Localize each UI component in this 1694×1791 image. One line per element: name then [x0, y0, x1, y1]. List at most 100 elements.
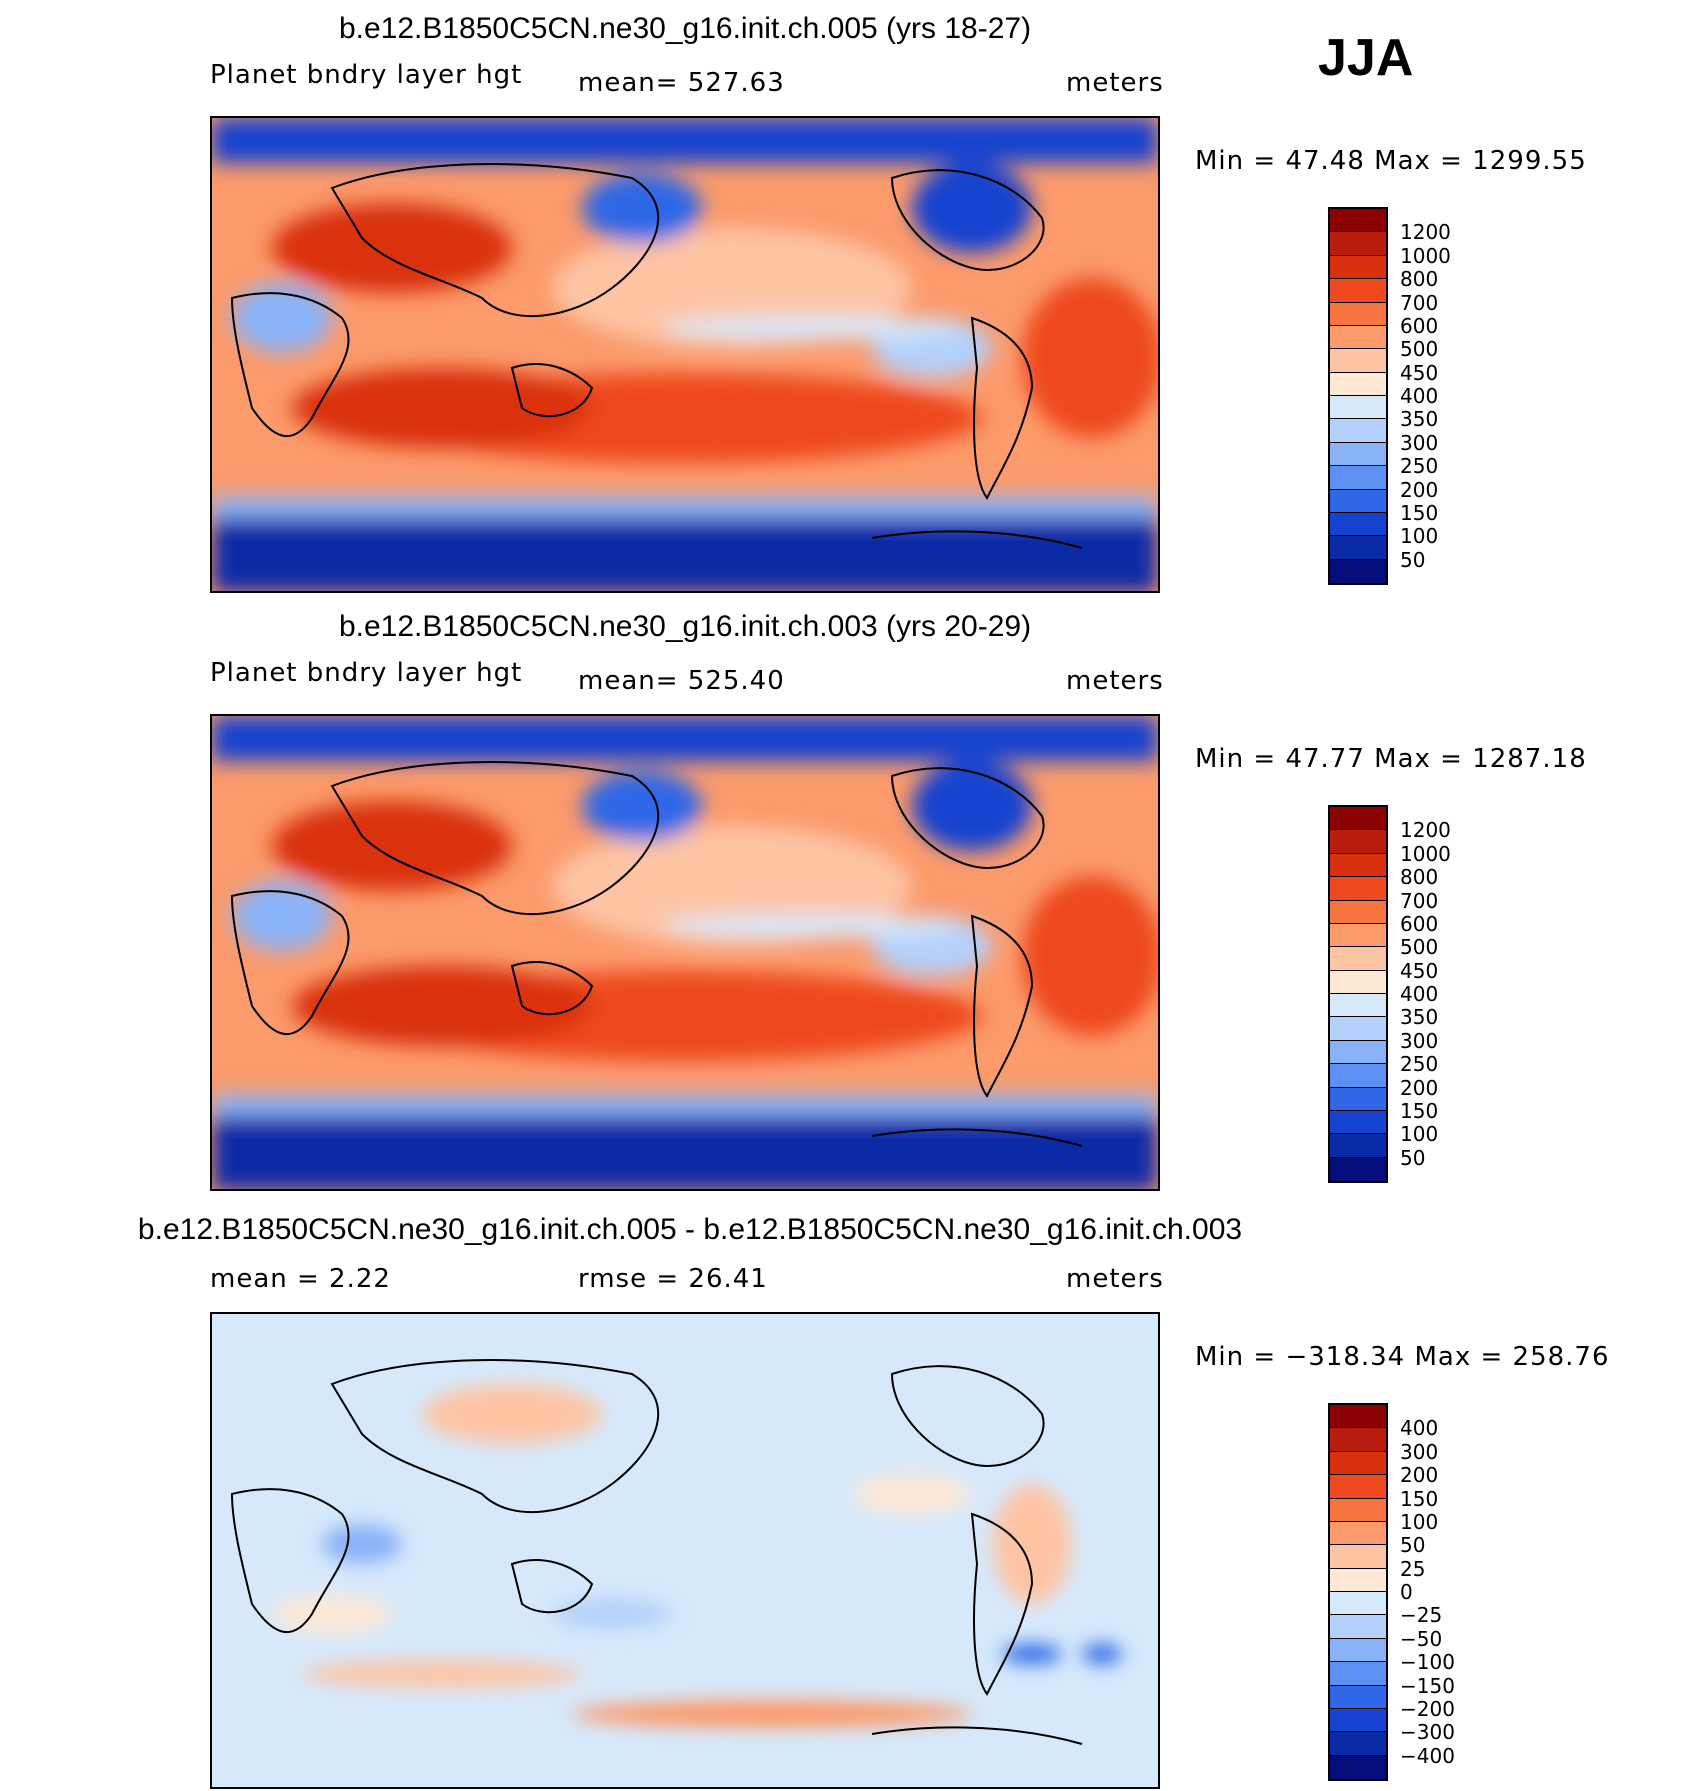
map-svg — [212, 1314, 1158, 1787]
colorbar-swatch — [1330, 232, 1386, 256]
colorbar-swatch — [1330, 442, 1386, 467]
map-plot — [210, 116, 1160, 593]
map-svg — [212, 118, 1158, 591]
colorbar — [1328, 805, 1388, 1183]
colorbar-tick-label: 50 — [1400, 547, 1426, 572]
colorbar-tick-label: 100 — [1400, 524, 1439, 549]
colorbar-swatch — [1330, 512, 1386, 537]
colorbar-tick-label: 600 — [1400, 911, 1439, 936]
colorbar-swatch — [1330, 994, 1386, 1018]
colorbar-swatch — [1330, 807, 1386, 831]
mean-label: mean= 527.63 — [578, 68, 785, 98]
colorbar-tick-label: 400 — [1400, 982, 1439, 1006]
colorbar-tick-label: 1200 — [1400, 818, 1451, 843]
colorbar-tick-label: −50 — [1400, 1626, 1443, 1651]
colorbar-tick-label: 400 — [1400, 1416, 1439, 1441]
colorbar-swatch — [1330, 419, 1386, 443]
field-shading — [212, 716, 1158, 1189]
colorbar-swatch — [1330, 372, 1386, 396]
colorbar-tick-label: 700 — [1400, 290, 1439, 315]
colorbar-swatch — [1330, 1134, 1386, 1158]
colorbar-tick-label: 50 — [1400, 1533, 1426, 1558]
colorbar-swatch — [1330, 1708, 1386, 1733]
field-shading — [272, 1384, 1122, 1728]
panel-title: b.e12.B1850C5CN.ne30_g16.init.ch.005 - b… — [137, 1213, 1243, 1246]
units-label: meters — [1066, 1264, 1164, 1294]
colorbar-tick-label: 800 — [1400, 267, 1439, 292]
colorbar-tick-label: 25 — [1400, 1556, 1426, 1581]
mean-label: mean = 2.22 — [210, 1264, 391, 1294]
colorbar-swatch — [1330, 1755, 1386, 1779]
colorbar-swatch — [1330, 900, 1386, 924]
units-label: meters — [1066, 666, 1164, 696]
colorbar-tick-label: 300 — [1400, 1439, 1439, 1464]
units-label: meters — [1066, 68, 1164, 98]
colorbar-swatch — [1330, 1157, 1386, 1181]
colorbar-swatch — [1330, 1592, 1386, 1616]
panel-title: b.e12.B1850C5CN.ne30_g16.init.ch.005 (yr… — [338, 12, 1032, 45]
variable-label: Planet bndry layer hgt — [210, 658, 523, 688]
coastlines — [230, 163, 1083, 549]
min-max-label: Min = −318.34 Max = 258.76 — [1195, 1342, 1610, 1372]
colorbar-swatch — [1330, 970, 1386, 994]
colorbar-tick-label: 600 — [1400, 313, 1439, 338]
colorbar-swatch — [1330, 1405, 1386, 1429]
colorbar-tick-label: 350 — [1400, 407, 1439, 432]
colorbar-tick-label: 200 — [1400, 477, 1439, 502]
colorbar-tick-label: 150 — [1400, 500, 1439, 525]
colorbar-swatch — [1330, 1040, 1386, 1065]
colorbar-swatch — [1330, 1662, 1386, 1686]
colorbar-swatch — [1330, 325, 1386, 350]
colorbar-swatch — [1330, 1521, 1386, 1546]
colorbar-tick-label: 500 — [1400, 337, 1439, 362]
colorbar-tick-label: −25 — [1400, 1603, 1443, 1628]
map-plot — [210, 1312, 1160, 1789]
colorbar-swatch — [1330, 1615, 1386, 1639]
coastlines — [230, 761, 1083, 1147]
colorbar-tick-label: −400 — [1400, 1743, 1455, 1768]
colorbar-swatch — [1330, 1110, 1386, 1135]
colorbar-tick-label: 500 — [1400, 935, 1439, 960]
colorbar-swatch — [1330, 853, 1386, 878]
colorbar-tick-label: 50 — [1400, 1145, 1426, 1170]
colorbar-swatch — [1330, 209, 1386, 233]
colorbar-tick-label: 150 — [1400, 1486, 1439, 1511]
colorbar-swatch — [1330, 1545, 1386, 1569]
variable-label: Planet bndry layer hgt — [210, 60, 523, 90]
colorbar-tick-label: −200 — [1400, 1696, 1455, 1721]
colorbar-tick-label: 100 — [1400, 1509, 1439, 1534]
colorbar-tick-label: 800 — [1400, 865, 1439, 890]
colorbar-tick-label: 300 — [1400, 1028, 1439, 1053]
colorbar — [1328, 1403, 1388, 1781]
colorbar-swatch — [1330, 923, 1386, 948]
colorbar-swatch — [1330, 1685, 1386, 1709]
rmse-label: rmse = 26.41 — [578, 1264, 768, 1294]
map-plot — [210, 714, 1160, 1191]
colorbar-swatch — [1330, 877, 1386, 901]
season-label: JJA — [1318, 29, 1414, 87]
colorbar-swatch — [1330, 279, 1386, 303]
colorbar-tick-label: 0 — [1400, 1580, 1413, 1604]
colorbar-swatch — [1330, 536, 1386, 560]
colorbar-swatch — [1330, 1451, 1386, 1476]
colorbar-tick-label: −150 — [1400, 1673, 1455, 1698]
colorbar-tick-label: −100 — [1400, 1650, 1455, 1675]
colorbar-swatch — [1330, 255, 1386, 280]
colorbar-swatch — [1330, 1087, 1386, 1111]
colorbar-tick-label: 250 — [1400, 454, 1439, 479]
colorbar-tick-label: 300 — [1400, 430, 1439, 455]
colorbar-swatch — [1330, 1064, 1386, 1088]
colorbar-swatch — [1330, 489, 1386, 513]
colorbar-swatch — [1330, 349, 1386, 373]
colorbar-tick-label: 400 — [1400, 384, 1439, 408]
panel-title: b.e12.B1850C5CN.ne30_g16.init.ch.003 (yr… — [338, 610, 1032, 643]
colorbar-swatch — [1330, 830, 1386, 854]
colorbar-swatch — [1330, 1568, 1386, 1592]
mean-label: mean= 525.40 — [578, 666, 785, 696]
colorbar-swatch — [1330, 1732, 1386, 1756]
colorbar-tick-label: 1000 — [1400, 243, 1451, 268]
colorbar-swatch — [1330, 1475, 1386, 1499]
colorbar-tick-label: 450 — [1400, 360, 1439, 385]
colorbar-swatch — [1330, 1428, 1386, 1452]
colorbar-tick-label: 450 — [1400, 958, 1439, 983]
